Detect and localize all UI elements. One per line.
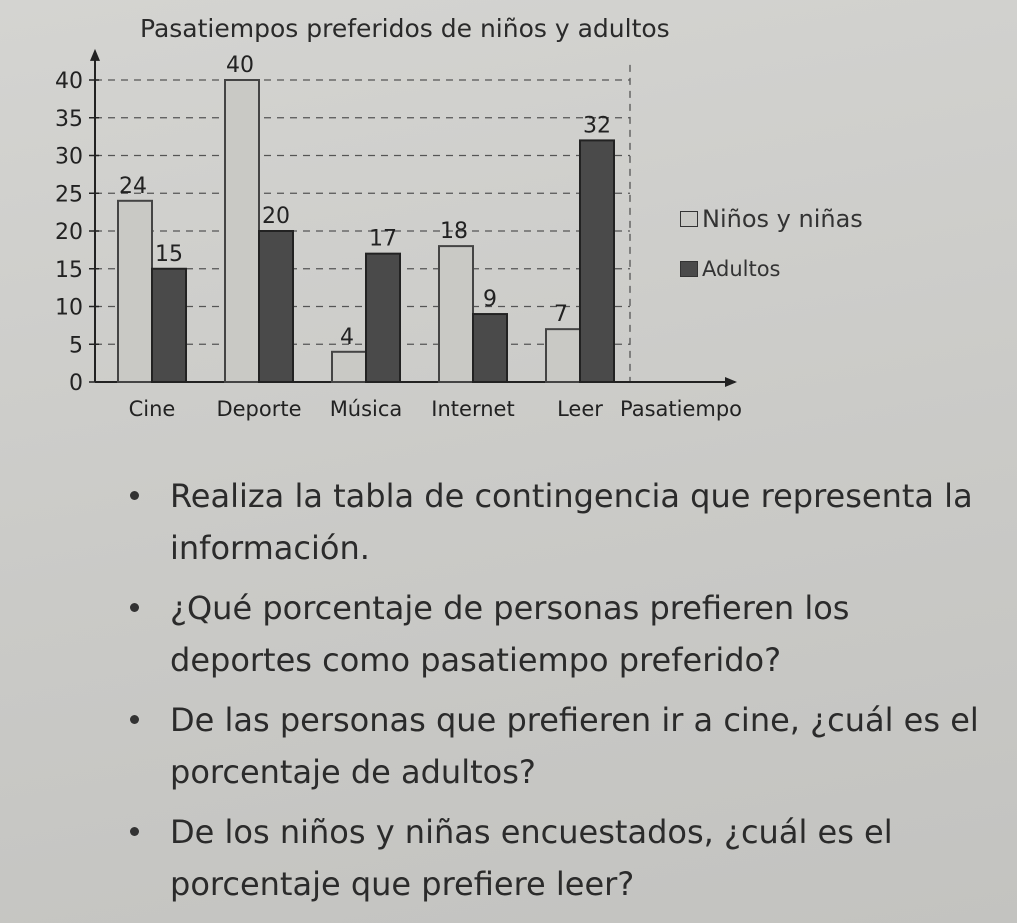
question-text: Realiza la tabla de contingencia que rep… [170,477,973,567]
bar-kids [438,245,474,383]
x-axis-label: Pasatiempo [620,397,742,421]
bar-adults [258,230,294,383]
bar-kids [331,350,367,383]
x-tick-label: Cine [129,397,176,421]
x-axis-arrow-icon [725,377,737,387]
question-item: De las personas que prefieren ir a cine,… [110,694,990,798]
bar-kids [545,328,581,383]
y-axis-arrow-icon [90,48,100,61]
data-label: 7 [554,302,568,327]
legend-label-kids: Niños y niñas [702,205,863,233]
data-label: 17 [369,227,397,252]
bar-adults [579,139,615,383]
bar-kids [224,79,260,383]
bullet-icon [130,603,139,612]
y-tick-label: 25 [55,182,83,207]
x-tick-label: Internet [431,397,514,421]
question-text: De las personas que prefieren ir a cine,… [170,701,979,791]
y-tick-label: 20 [55,220,83,245]
y-tick-label: 40 [55,69,83,94]
y-tick-label: 10 [55,296,83,321]
bullet-icon [130,827,139,836]
data-label: 32 [583,113,611,138]
y-tick-label: 35 [55,107,83,132]
bullet-icon [130,715,139,724]
legend-label-adults: Adultos [702,257,781,281]
y-tick-label: 5 [69,333,83,358]
legend-swatch-adults [680,261,698,277]
bar-kids [117,199,153,383]
x-tick-label: Música [330,397,403,421]
chart-title: Pasatiempos preferidos de niños y adulto… [140,14,670,43]
legend-item-kids: Niños y niñas [680,205,863,233]
data-label: 40 [226,53,254,78]
x-tick-label: Leer [557,397,603,421]
data-label: 4 [340,325,354,350]
legend-swatch-kids [680,211,698,227]
y-tick-label: 0 [69,371,83,396]
question-item: ¿Qué porcentaje de personas prefieren lo… [110,582,990,686]
legend-item-adults: Adultos [680,257,781,281]
question-text: De los niños y niñas encuestados, ¿cuál … [170,813,893,903]
data-label: 20 [262,204,290,229]
y-tick-label: 15 [55,258,83,283]
question-list: Realiza la tabla de contingencia que rep… [110,470,990,918]
x-tick-label: Deporte [216,397,301,421]
bar-adults [151,267,187,383]
bar-adults [365,252,401,383]
question-item: Realiza la tabla de contingencia que rep… [110,470,990,574]
data-label: 18 [440,219,468,244]
bullet-icon [130,491,139,500]
bar-chart: 0 5 10 15 20 25 30 35 40 24 15 Cine 40 20 Deporte 4 17 Mú… [55,48,742,421]
question-text: ¿Qué porcentaje de personas prefieren lo… [170,589,850,679]
y-tick-label: 30 [55,145,83,170]
data-label: 24 [119,174,147,199]
data-label: 9 [483,287,497,312]
bar-adults [472,313,508,383]
data-label: 15 [155,242,183,267]
question-item: De los niños y niñas encuestados, ¿cuál … [110,806,990,910]
